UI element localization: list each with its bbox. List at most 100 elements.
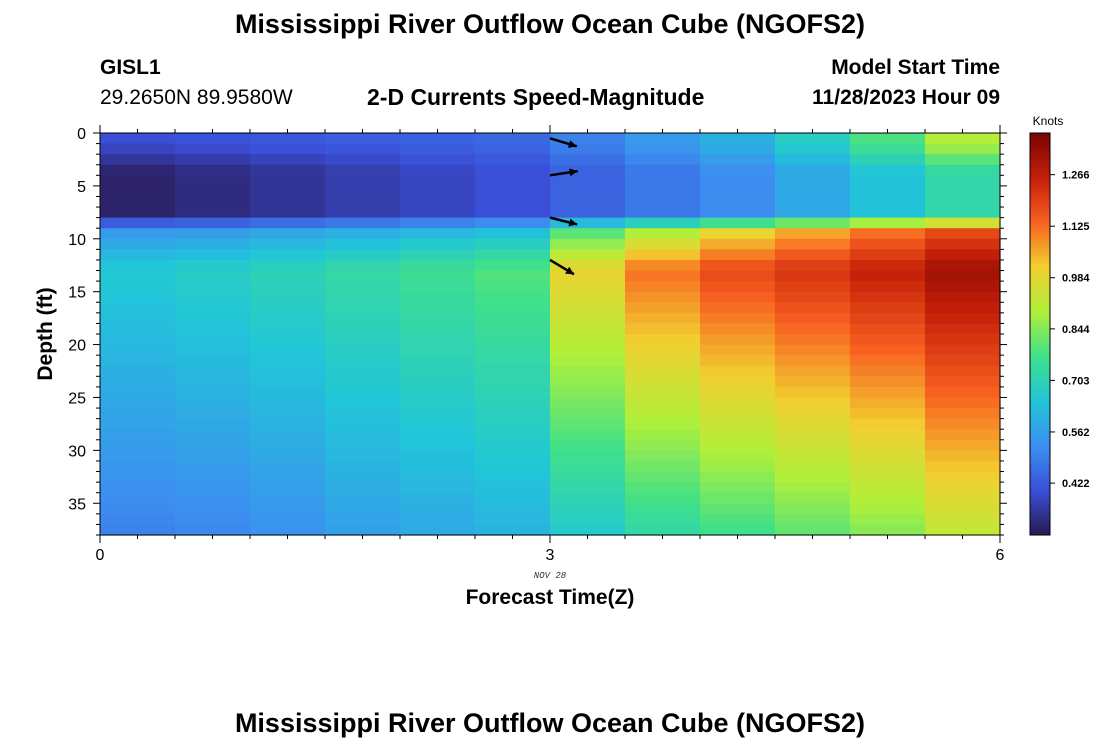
heatmap-cell [700, 418, 776, 430]
heatmap-cell [175, 344, 251, 356]
heatmap-cell [475, 334, 551, 346]
heatmap-cell [175, 492, 251, 504]
heatmap-cell [100, 355, 176, 367]
heatmap-cell [775, 323, 851, 335]
heatmap-cell [100, 492, 176, 504]
heatmap-cell [100, 429, 176, 441]
heatmap-cell [550, 344, 626, 356]
heatmap-cell [100, 217, 176, 229]
heatmap-cell [475, 281, 551, 293]
heatmap-cell [400, 397, 476, 409]
heatmap-cell [850, 185, 926, 198]
heatmap-cell [700, 492, 776, 504]
heatmap-cell [475, 154, 551, 166]
heatmap-cell [550, 323, 626, 335]
heatmap-cell [250, 196, 326, 208]
heatmap-cell [700, 185, 776, 198]
heatmap-cells [100, 133, 1001, 536]
heatmap-cell [400, 460, 476, 473]
heatmap-cell [925, 439, 1001, 451]
heatmap-cell [850, 482, 926, 494]
heatmap-cell [175, 355, 251, 367]
heatmap-cell [850, 238, 926, 250]
heatmap-cell [325, 291, 401, 303]
heatmap-cell [850, 228, 926, 240]
heatmap-cell [175, 270, 251, 282]
repeated-chart-title: Mississippi River Outflow Ocean Cube (NG… [234, 708, 866, 738]
heatmap-cell [475, 185, 551, 198]
y-tick-label: 5 [77, 179, 86, 196]
heatmap-cell [775, 429, 851, 441]
heatmap-cell [475, 238, 551, 250]
heatmap-cell [700, 175, 776, 187]
heatmap-cell [925, 418, 1001, 430]
heatmap-cell [550, 228, 626, 240]
heatmap-cell [400, 249, 476, 261]
heatmap-cell [400, 450, 476, 462]
heatmap-cell [250, 492, 326, 504]
heatmap-cell [100, 386, 176, 399]
heatmap-cell [925, 482, 1001, 494]
heatmap-cell [850, 524, 926, 536]
heatmap-cell [850, 386, 926, 399]
heatmap-cell [400, 312, 476, 325]
heatmap-cell [775, 418, 851, 430]
heatmap-cell [325, 450, 401, 462]
heatmap-cell [775, 217, 851, 229]
heatmap-cell [925, 312, 1001, 325]
heatmap-cell [325, 524, 401, 536]
heatmap-cell [175, 460, 251, 473]
heatmap-cell [700, 386, 776, 399]
heatmap-cell [475, 259, 551, 272]
heatmap-cell [550, 439, 626, 451]
heatmap-cell [925, 471, 1001, 483]
heatmap-cell [325, 270, 401, 282]
heatmap-cell [775, 302, 851, 314]
heatmap-cell [175, 207, 251, 219]
heatmap-cell [700, 143, 776, 155]
current-vector-arrow [549, 258, 575, 276]
heatmap-cell [850, 471, 926, 483]
heatmap-cell [325, 482, 401, 494]
heatmap-cell [850, 439, 926, 451]
heatmap-cell [475, 471, 551, 483]
heatmap-cell [925, 429, 1001, 441]
heatmap-cell [175, 196, 251, 208]
heatmap-cell [850, 408, 926, 420]
x-axis-date-label: NOV 28 [534, 571, 567, 581]
heatmap-cell [925, 185, 1001, 198]
heatmap-cell [625, 291, 701, 303]
heatmap-cell [850, 492, 926, 504]
heatmap-cell [325, 175, 401, 187]
heatmap-cell [625, 397, 701, 409]
heatmap-cell [175, 408, 251, 420]
heatmap-cell [550, 408, 626, 420]
heatmap-cell [550, 429, 626, 441]
heatmap-cell [325, 164, 401, 176]
heatmap-cell [925, 133, 1001, 145]
heatmap-cell [625, 503, 701, 515]
heatmap-cell [850, 291, 926, 303]
heatmap-cell [250, 291, 326, 303]
heatmap-cell [925, 249, 1001, 261]
heatmap-cell [400, 524, 476, 536]
heatmap-cell [175, 376, 251, 388]
heatmap-cell [475, 228, 551, 240]
heatmap-cell [100, 154, 176, 166]
heatmap-cell [700, 376, 776, 388]
heatmap-cell [700, 355, 776, 367]
heatmap-cell [625, 207, 701, 219]
heatmap-cell [175, 439, 251, 451]
heatmap-cell [475, 524, 551, 536]
heatmap-cell [925, 460, 1001, 473]
heatmap-cell [625, 355, 701, 367]
heatmap-cell [400, 471, 476, 483]
heatmap-cell [100, 175, 176, 187]
heatmap-cell [700, 259, 776, 272]
heatmap-cell [850, 302, 926, 314]
heatmap-cell [625, 217, 701, 229]
heatmap-cell [700, 133, 776, 145]
colorbar-tick-label: 1.125 [1062, 221, 1090, 233]
heatmap-cell [925, 164, 1001, 176]
heatmap-cell [925, 524, 1001, 536]
